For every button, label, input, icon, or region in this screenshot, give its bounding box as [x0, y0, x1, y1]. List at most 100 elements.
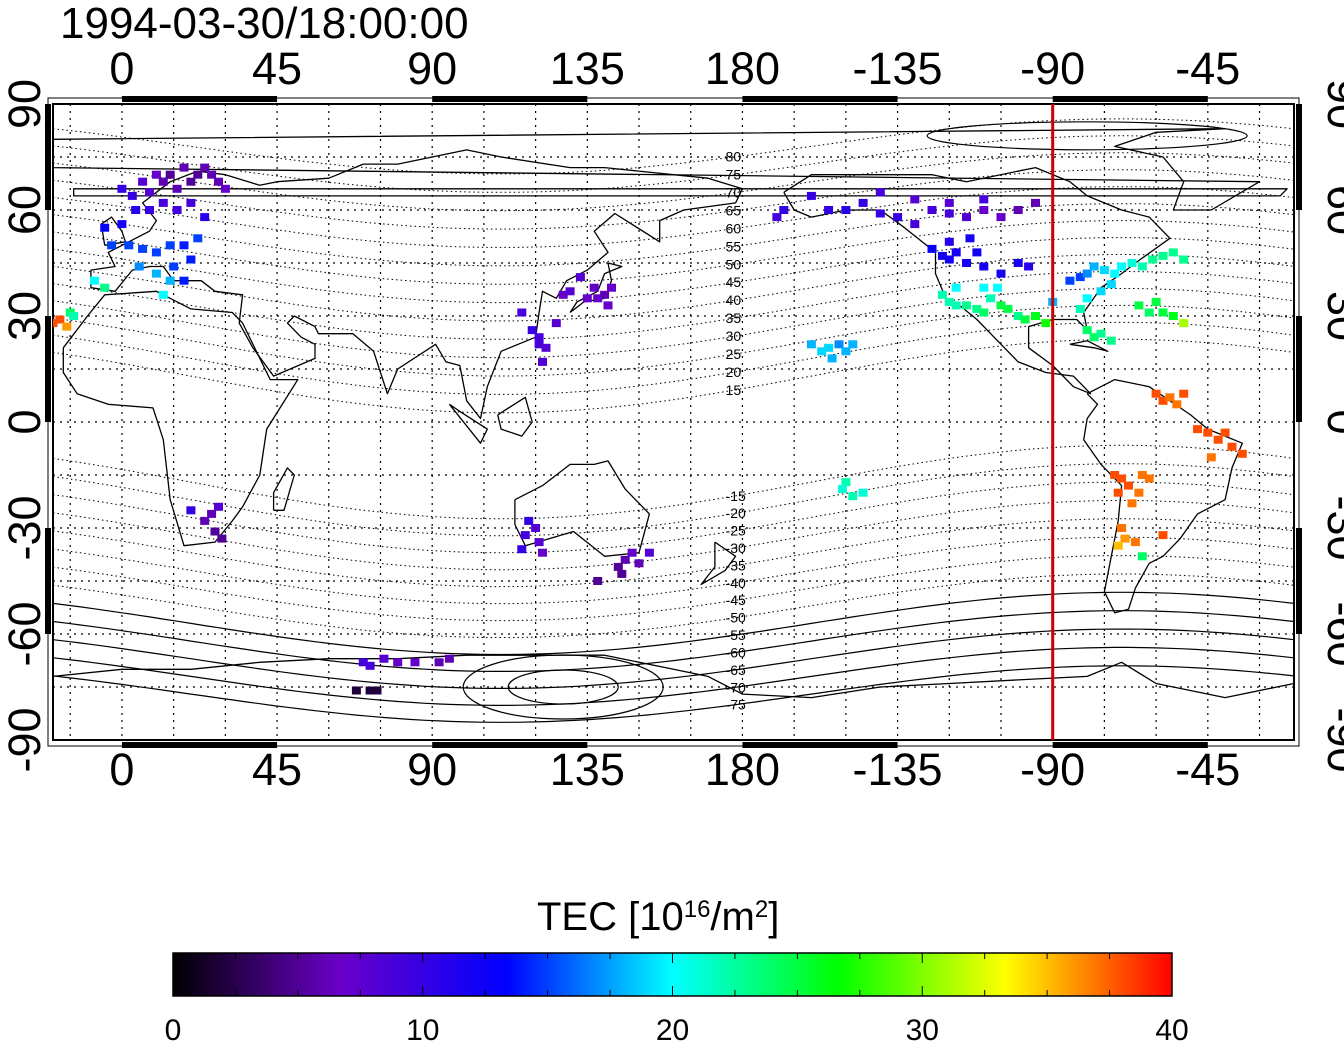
- tec-point: [158, 290, 168, 299]
- tec-point: [1137, 471, 1147, 479]
- tec-point: [62, 322, 72, 331]
- tec-point: [538, 548, 547, 557]
- tec-point: [806, 191, 816, 200]
- tec-point: [517, 308, 527, 317]
- tec-point: [1144, 308, 1154, 317]
- tec-point: [1099, 266, 1109, 275]
- tec-point: [534, 333, 544, 342]
- coastline-segment: [272, 467, 295, 511]
- tec-point: [55, 315, 65, 324]
- coastline-segment: [1069, 340, 1109, 352]
- tec-point: [858, 488, 868, 497]
- contour-label: -35: [726, 557, 746, 573]
- tec-point: [603, 301, 613, 310]
- contour-label: -20: [726, 505, 746, 521]
- colorbar-label: 10: [406, 1014, 439, 1047]
- y-tick-label-right: -30: [1318, 495, 1344, 560]
- tec-point: [1134, 488, 1144, 497]
- bottom-axis-bar: [121, 742, 278, 748]
- tec-point: [186, 506, 196, 515]
- tec-point: [1158, 531, 1168, 540]
- tec-point: [1082, 326, 1092, 335]
- top-axis-bar: [121, 96, 278, 102]
- tec-point: [927, 244, 937, 253]
- tec-point: [1117, 524, 1127, 532]
- contour-ellipse: [926, 121, 1248, 151]
- contour-label: -65: [726, 662, 746, 678]
- contour-line: [53, 203, 1294, 267]
- tec-point: [89, 276, 99, 285]
- tec-point: [613, 562, 623, 571]
- contour-label: 40: [726, 292, 742, 308]
- tec-point: [937, 251, 947, 260]
- tec-point: [875, 209, 885, 218]
- contour-label: -50: [726, 610, 746, 626]
- contour-label: 65: [726, 203, 742, 219]
- tec-point: [138, 244, 148, 253]
- tec-point: [962, 259, 971, 267]
- coastline-segment: [73, 188, 1288, 197]
- tec-point: [979, 262, 989, 271]
- contour-line: [53, 152, 1294, 212]
- tec-point: [379, 654, 389, 663]
- contour-line: [53, 610, 1294, 672]
- contour-line: [53, 118, 1294, 175]
- tec-point: [1168, 312, 1178, 320]
- tec-point: [1137, 262, 1147, 271]
- tec-point: [858, 198, 868, 207]
- y-tick-label-left: -60: [0, 601, 50, 666]
- tec-point: [200, 516, 210, 525]
- contour-label: -15: [726, 488, 746, 504]
- tec-point: [634, 559, 644, 568]
- tec-point: [996, 213, 1006, 222]
- x-tick-label-top: 0: [109, 43, 134, 94]
- tec-point: [1106, 280, 1116, 289]
- tec-point: [1031, 198, 1040, 207]
- coastline-segment: [53, 128, 1261, 211]
- tec-point: [962, 213, 971, 222]
- tec-point: [944, 255, 954, 264]
- tec-point: [996, 301, 1006, 310]
- tec-point: [1110, 471, 1120, 479]
- tec-point: [1089, 333, 1099, 342]
- tec-point: [575, 273, 585, 282]
- contour-label: 60: [726, 220, 742, 236]
- tec-point: [365, 686, 375, 695]
- tec-point: [875, 188, 885, 197]
- x-tick-label-bottom: 0: [109, 744, 134, 795]
- tec-point: [1096, 287, 1106, 296]
- tec-point: [1082, 269, 1092, 278]
- coastline-segment: [90, 149, 744, 420]
- colorbar-label: 0: [165, 1014, 182, 1047]
- tec-point: [848, 492, 858, 501]
- tec-point: [186, 255, 196, 264]
- x-tick-label-bottom: 135: [550, 744, 625, 795]
- colorbar-label: 20: [656, 1014, 689, 1047]
- contour-label: 45: [726, 274, 742, 290]
- tec-point: [772, 213, 782, 222]
- tec-point: [541, 343, 551, 352]
- contour-line: [53, 646, 1294, 706]
- tec-point: [444, 654, 454, 663]
- contour-label: 50: [726, 256, 742, 272]
- tec-point: [1227, 442, 1237, 451]
- tec-point: [214, 502, 223, 511]
- tec-point: [1144, 474, 1154, 483]
- tec-point: [527, 326, 537, 335]
- tec-point: [1134, 301, 1144, 310]
- contour-line: [53, 481, 1294, 554]
- tec-point: [1013, 312, 1023, 320]
- x-tick-label-bottom: -90: [1020, 744, 1085, 795]
- y-tick-label-left: 60: [0, 185, 50, 235]
- x-tick-label-top: -90: [1020, 43, 1085, 94]
- contour-line: [53, 220, 1294, 285]
- y-tick-label-right: 0: [1318, 409, 1344, 434]
- tec-point: [410, 658, 420, 667]
- tec-point: [824, 206, 834, 214]
- tec-point: [538, 357, 547, 366]
- contour-line: [53, 536, 1294, 605]
- tec-point: [951, 301, 961, 310]
- contour-label: 25: [726, 346, 742, 362]
- tec-point: [937, 290, 947, 299]
- tec-point: [1075, 304, 1085, 313]
